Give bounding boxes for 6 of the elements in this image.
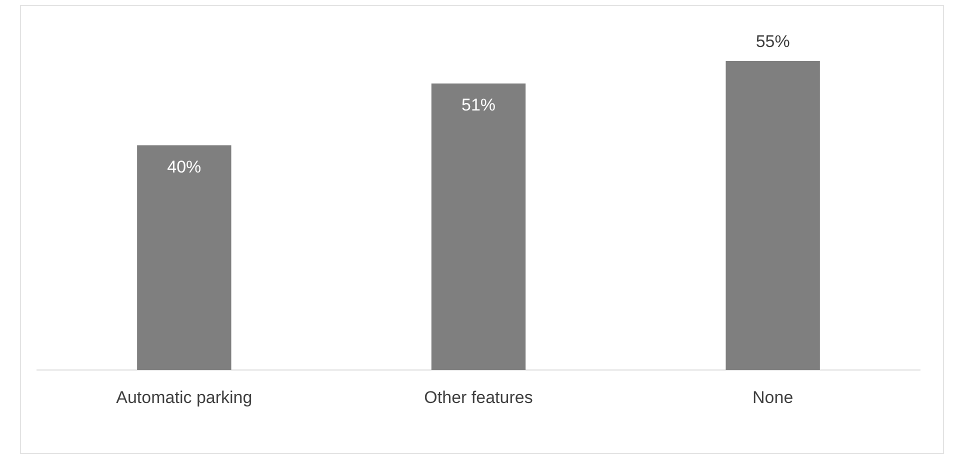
x-tick-label: Other features [424,388,533,407]
data-label: 55% [756,32,790,52]
data-label: 40% [167,157,202,176]
data-label: 51% [461,96,496,115]
x-tick-label: Automatic parking [116,388,252,407]
x-tick-label: None [752,388,794,407]
